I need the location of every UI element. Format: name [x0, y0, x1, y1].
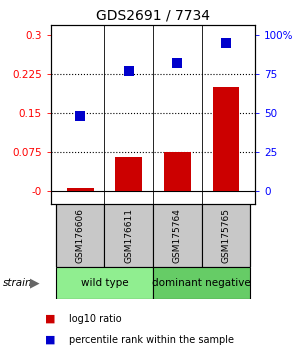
- Text: wild type: wild type: [81, 278, 128, 288]
- Text: GSM175765: GSM175765: [221, 208, 230, 263]
- Text: ■: ■: [45, 335, 56, 345]
- Bar: [116, 157, 142, 190]
- Text: GSM176606: GSM176606: [76, 208, 85, 263]
- Point: [78, 113, 82, 119]
- Point: [175, 60, 180, 66]
- Text: log10 ratio: log10 ratio: [69, 314, 122, 324]
- Bar: [153, 204, 202, 267]
- Title: GDS2691 / 7734: GDS2691 / 7734: [96, 8, 210, 22]
- Point: [126, 68, 131, 74]
- Bar: [164, 152, 190, 190]
- Text: ■: ■: [45, 314, 56, 324]
- Bar: [67, 188, 94, 190]
- Bar: [56, 204, 104, 267]
- Text: ▶: ▶: [30, 277, 40, 290]
- Bar: [56, 267, 153, 299]
- Text: percentile rank within the sample: percentile rank within the sample: [69, 335, 234, 345]
- Text: GSM175764: GSM175764: [173, 208, 182, 263]
- Bar: [104, 204, 153, 267]
- Point: [224, 40, 228, 46]
- Text: strain: strain: [3, 278, 33, 288]
- Text: dominant negative: dominant negative: [152, 278, 251, 288]
- Bar: [212, 87, 239, 190]
- Bar: [153, 267, 250, 299]
- Text: GSM176611: GSM176611: [124, 208, 133, 263]
- Bar: [202, 204, 250, 267]
